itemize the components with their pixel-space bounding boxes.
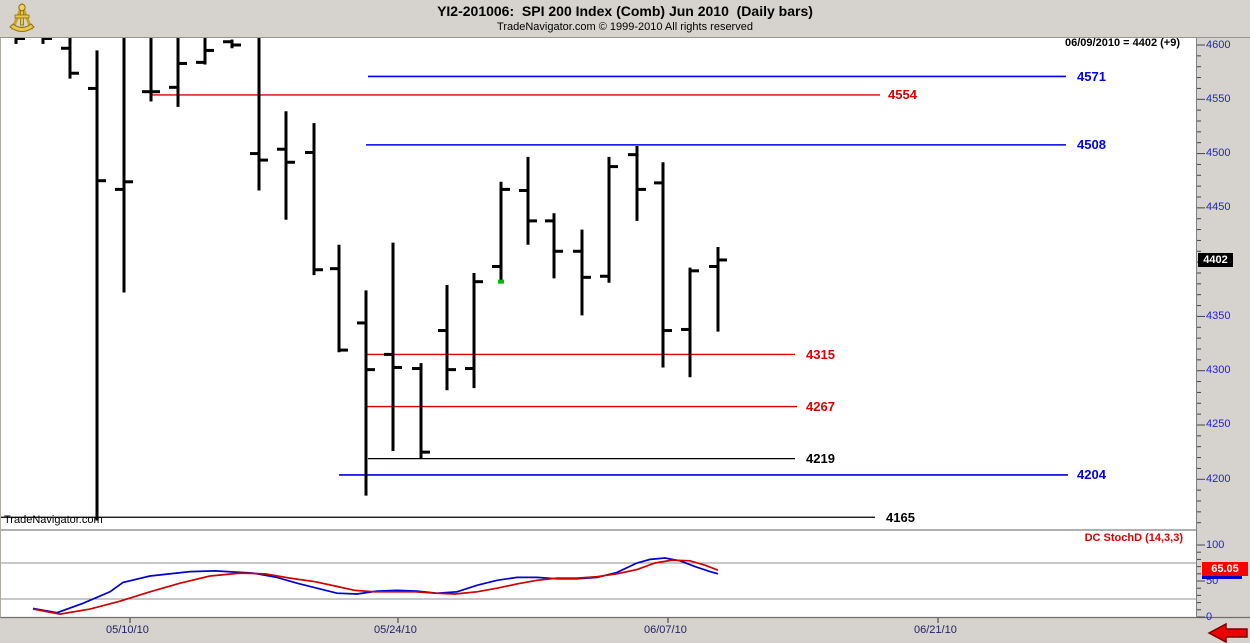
stoch-fast-line	[32, 557, 719, 614]
green-close-marker	[498, 279, 504, 284]
header-bar	[0, 0, 1250, 38]
chart-title: YI2-201006: SPI 200 Index (Comb) Jun 201…	[437, 3, 813, 19]
price-axis-label-4250: 4250	[1206, 418, 1231, 431]
level-label-4267: 4267	[806, 399, 835, 415]
price-axis-label-4600: 4600	[1206, 38, 1231, 51]
date-label-06/07/10: 06/07/10	[644, 624, 687, 636]
copyright-subtitle: TradeNavigator.com © 1999-2010 All right…	[497, 21, 753, 33]
price-axis-label-4550: 4550	[1206, 92, 1231, 105]
price-axis-label-4450: 4450	[1206, 201, 1231, 214]
price-axis-label-4500: 4500	[1206, 147, 1231, 160]
indicator-label: DC StochD (14,3,3)	[1084, 532, 1183, 544]
date-axis[interactable]	[0, 618, 1250, 643]
scroll-left-arrow-icon[interactable]	[1206, 622, 1250, 643]
level-label-4315: 4315	[806, 346, 835, 362]
date-label-06/21/10: 06/21/10	[914, 624, 957, 636]
price-axis-label-4200: 4200	[1206, 472, 1231, 485]
stoch-axis-label-0: 0	[1206, 610, 1213, 623]
level-label-4554: 4554	[888, 87, 917, 103]
level-label-4219: 4219	[806, 451, 835, 467]
sextant-logo-icon[interactable]	[6, 2, 38, 40]
level-label-4165: 4165	[886, 509, 915, 525]
price-axis-label-4300: 4300	[1206, 364, 1231, 377]
indicator-fast-value-badge	[1202, 576, 1242, 579]
date-label-05/10/10: 05/10/10	[106, 624, 149, 636]
date-label-05/24/10: 05/24/10	[374, 624, 417, 636]
level-label-4508: 4508	[1077, 137, 1106, 153]
stoch-axis-label-100: 100	[1206, 538, 1225, 551]
last-price-badge: 4402	[1198, 253, 1233, 267]
level-label-4204: 4204	[1077, 467, 1106, 483]
price-axis-label-4350: 4350	[1206, 309, 1231, 322]
level-label-4571: 4571	[1077, 68, 1106, 84]
stoch-slow-line	[32, 559, 719, 615]
price-axis[interactable]	[1197, 37, 1250, 618]
quote-readout: 06/09/2010 = 4402 (+9)	[1065, 37, 1180, 49]
indicator-value-badge: 65.05	[1202, 562, 1248, 576]
